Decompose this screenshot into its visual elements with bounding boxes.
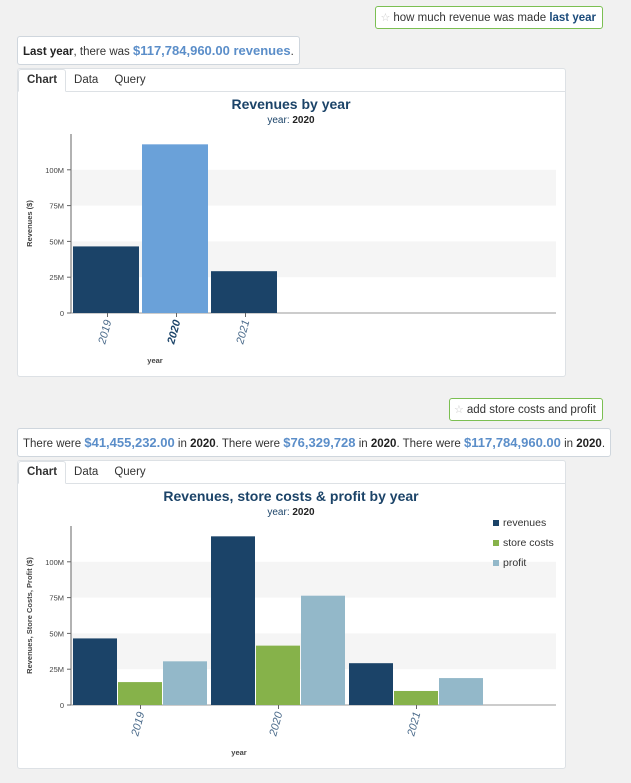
bar-store-costs-2021 <box>394 690 438 705</box>
revenues-by-year-chart: Revenues by year year: 2020 0 25M 50M 75M 100M… <box>25 96 556 365</box>
chart-card-1: Chart Data Query Revenues by year year: 2… <box>17 68 566 377</box>
bar-profit-2020 <box>301 595 345 705</box>
bar-revenues-2020 <box>142 144 208 313</box>
bot-message-2: There were $41,455,232.00 in 2020. There… <box>17 428 612 457</box>
subtitle-value: 2020 <box>292 115 315 126</box>
year-value: 2020 <box>576 438 602 450</box>
year-value: 2020 <box>370 438 397 450</box>
star-icon[interactable]: ☆ <box>380 12 391 24</box>
chart-card-2: Chart Data Query Revenues, store costs &… <box>17 460 566 769</box>
tab-data[interactable]: Data <box>74 74 99 86</box>
y-tick-label: 50M <box>49 237 64 246</box>
bot-message-1-bold: Last year <box>23 46 74 58</box>
text-part: in <box>355 438 371 450</box>
y-tick-label: 100M <box>45 558 64 567</box>
profit-value: $76,329,728 <box>283 435 356 450</box>
x-tick-label: 2020 <box>165 318 183 347</box>
y-tick-label: 100M <box>45 166 64 175</box>
tab-query[interactable]: Query <box>114 74 146 86</box>
y-axis-label: Revenues, Store Costs, Profit ($) <box>25 557 34 674</box>
chart-title: Revenues by year <box>231 96 351 112</box>
user-message-2: ☆ add store costs and profit <box>448 398 603 421</box>
legend-label-revenues: revenues <box>503 517 546 529</box>
bar-revenues-2021 <box>349 663 393 705</box>
x-tick-label: 2021 <box>234 319 252 347</box>
revenues-costs-profit-chart: Revenues, store costs & profit by year ye… <box>25 488 556 757</box>
text-part: There were <box>23 438 85 450</box>
bar-store-costs-2020 <box>256 645 300 705</box>
bar-profit-2019 <box>163 661 207 705</box>
subtitle-label: year: <box>267 507 292 518</box>
x-axis-label: year <box>231 748 247 757</box>
y-tick-label: 25M <box>49 665 64 674</box>
chart-title: Revenues, store costs & profit by year <box>163 488 419 504</box>
revenue-value: $117,784,960.00 revenues <box>132 43 291 58</box>
bot-message-1-text: , there was <box>73 46 133 58</box>
tab-data[interactable]: Data <box>74 466 99 478</box>
bar-revenues-2019 <box>73 246 139 313</box>
text-part: in <box>174 438 191 450</box>
tab-bar-1: Chart Data Query <box>18 69 565 92</box>
legend-swatch-profit <box>493 560 499 566</box>
chart-subtitle: year: 2020 <box>267 115 315 126</box>
y-axis-label: Revenues ($) <box>25 200 34 247</box>
tab-bar-2: Chart Data Query <box>18 461 565 484</box>
text-part: . <box>601 438 606 450</box>
star-icon[interactable]: ☆ <box>453 404 464 416</box>
x-tick-label: 2021 <box>405 711 423 739</box>
user-message-1: ☆ how much revenue was made last year <box>375 6 603 29</box>
tab-query[interactable]: Query <box>114 466 146 478</box>
chart-subtitle: year: 2020 <box>267 507 315 518</box>
tab-chart[interactable]: Chart <box>18 69 67 92</box>
bar-revenues-2021 <box>211 271 277 313</box>
revenues-value: $117,784,960.00 <box>464 435 561 450</box>
year-value: 2020 <box>190 438 216 450</box>
x-tick-label: 2019 <box>129 711 147 739</box>
bar-revenues-2019 <box>73 638 117 705</box>
subtitle-label: year: <box>267 115 292 126</box>
bar-revenues-2020 <box>211 536 255 705</box>
y-tick-label: 75M <box>49 594 64 603</box>
tab-chart[interactable]: Chart <box>18 461 67 484</box>
y-tick-label: 75M <box>49 202 64 211</box>
text-part: . There were <box>215 438 284 450</box>
legend-swatch-store-costs <box>493 540 499 546</box>
user-message-1-bold: last year <box>549 12 596 24</box>
x-axis-label: year <box>147 356 163 365</box>
user-message-1-text: how much revenue was made <box>393 12 550 24</box>
text-part: in <box>560 438 577 450</box>
y-tick-label: 25M <box>49 273 64 282</box>
y-tick-label: 0 <box>60 701 64 710</box>
subtitle-value: 2020 <box>292 507 315 518</box>
bar-profit-2021 <box>439 678 483 705</box>
legend-label-store-costs: store costs <box>503 537 554 549</box>
x-tick-label: 2020 <box>267 710 285 739</box>
bar-store-costs-2019 <box>118 682 162 705</box>
legend-swatch-revenues <box>493 520 499 526</box>
user-message-2-text: add store costs and profit <box>466 404 596 416</box>
y-tick-label: 50M <box>49 629 64 638</box>
store-costs-value: $41,455,232.00 <box>84 435 175 450</box>
text-part: . There were <box>396 438 464 450</box>
x-tick-label: 2019 <box>96 319 114 347</box>
legend-label-profit: profit <box>503 557 526 569</box>
grid-band <box>71 561 556 598</box>
bot-message-1: Last year, there was $117,784,960.00 rev… <box>17 36 300 65</box>
bot-message-1-end: . <box>290 46 294 58</box>
y-tick-label: 0 <box>60 309 64 318</box>
